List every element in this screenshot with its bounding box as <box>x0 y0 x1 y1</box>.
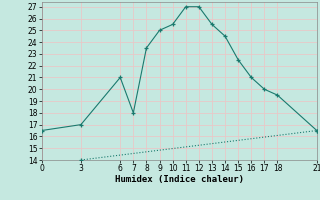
X-axis label: Humidex (Indice chaleur): Humidex (Indice chaleur) <box>115 175 244 184</box>
